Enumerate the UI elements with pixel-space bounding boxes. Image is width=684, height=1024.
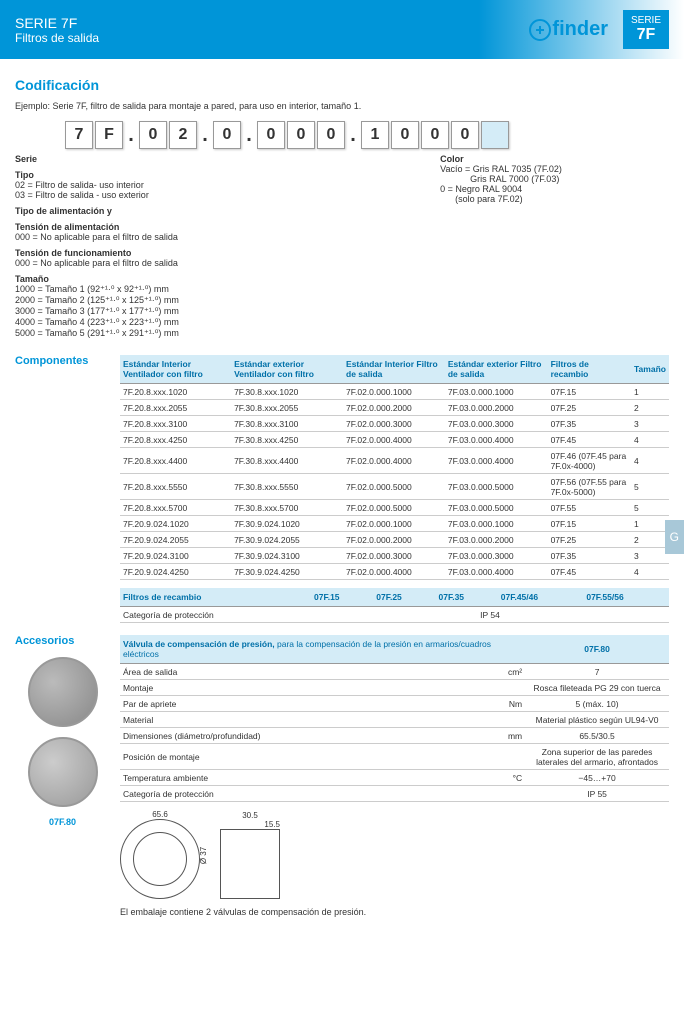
code-digit: 0 xyxy=(317,121,345,149)
acc-header: Válvula de compensación de presión, xyxy=(123,639,275,649)
legend-item: Tipo de alimentación y xyxy=(15,206,407,216)
table-header: Estándar exterior Ventilador con filtro xyxy=(231,355,343,384)
table-row: 7F.20.8.xxx.44007F.30.8.xxx.44007F.02.0.… xyxy=(120,448,669,474)
legend-item: Tipo02 = Filtro de salida- uso interior0… xyxy=(15,170,407,200)
code-boxes: 7F.02.0.000.1000 xyxy=(65,121,669,149)
accessories-footer: El embalaje contiene 2 válvulas de compe… xyxy=(120,907,669,917)
code-digit: 0 xyxy=(421,121,449,149)
codification-title: Codificación xyxy=(15,77,669,93)
acc-header-code: 07F.80 xyxy=(525,635,669,664)
code-digit xyxy=(481,121,509,149)
legend-item: Serie xyxy=(15,154,407,164)
series-badge: SERIE 7F xyxy=(623,10,669,49)
legend-color-title: Color xyxy=(440,154,669,164)
table-header: Estándar exterior Filtro de salida xyxy=(445,355,548,384)
table-row: Par de aprieteNm5 (máx. 10) xyxy=(120,696,669,712)
table-row: 7F.20.9.024.31007F.30.9.024.31007F.02.0.… xyxy=(120,548,669,564)
table-header: 07F.25 xyxy=(373,588,435,607)
table-row: MontajeRosca fileteada PG 29 con tuerca xyxy=(120,680,669,696)
legend-item: Tensión de alimentación000 = No aplicabl… xyxy=(15,222,407,242)
dimension-drawing: 65.6 30.5 15.5 Ø 37 xyxy=(120,810,669,899)
table-row: 7F.20.9.024.42507F.30.9.024.42507F.02.0.… xyxy=(120,564,669,580)
code-digit: 0 xyxy=(139,121,167,149)
code-digit: 1 xyxy=(361,121,389,149)
table-header: 07F.35 xyxy=(436,588,498,607)
table-row: 7F.20.8.xxx.20557F.30.8.xxx.20557F.02.0.… xyxy=(120,400,669,416)
legend-item: Tensión de funcionamiento000 = No aplica… xyxy=(15,248,407,268)
table-row: 7F.20.8.xxx.31007F.30.8.xxx.31007F.02.0.… xyxy=(120,416,669,432)
table-header: Filtros de recambio xyxy=(120,588,311,607)
table-row: 7F.20.8.xxx.42507F.30.8.xxx.42507F.02.0.… xyxy=(120,432,669,448)
table-row: 7F.20.9.024.10207F.30.9.024.10207F.02.0.… xyxy=(120,516,669,532)
logo-icon xyxy=(528,18,552,42)
table-row: Categoría de protecciónIP 55 xyxy=(120,786,669,802)
table-row: Posición de montajeZona superior de las … xyxy=(120,744,669,770)
table-row: Área de salidacm²7 xyxy=(120,664,669,680)
code-digit: . xyxy=(199,121,211,149)
table-row: Temperatura ambiente°C−45…+70 xyxy=(120,770,669,786)
code-digit: 0 xyxy=(213,121,241,149)
table-row: 7F.20.8.xxx.55507F.30.8.xxx.55507F.02.0.… xyxy=(120,474,669,500)
table-row: 7F.20.8.xxx.57007F.30.8.xxx.57007F.02.0.… xyxy=(120,500,669,516)
table-row: MaterialMaterial plástico según UL94-V0 xyxy=(120,712,669,728)
accessories-table: Válvula de compensación de presión, para… xyxy=(120,635,669,802)
table-header: 07F.55/56 xyxy=(583,588,669,607)
table-row: 7F.20.9.024.20557F.30.9.024.20557F.02.0.… xyxy=(120,532,669,548)
protection-table: Filtros de recambio07F.1507F.2507F.3507F… xyxy=(120,588,669,623)
codification-example: Ejemplo: Serie 7F, filtro de salida para… xyxy=(15,101,669,111)
table-header: Estándar Interior Ventilador con filtro xyxy=(120,355,231,384)
table-row: Dimensiones (diámetro/profundidad)mm65.5… xyxy=(120,728,669,744)
code-digit: F xyxy=(95,121,123,149)
table-header: Estándar Interior Filtro de salida xyxy=(343,355,445,384)
series-subtitle: Filtros de salida xyxy=(15,31,99,45)
valve-code-label: 07F.80 xyxy=(49,817,76,827)
valve-front-image xyxy=(28,657,98,727)
table-header: 07F.15 xyxy=(311,588,373,607)
code-digit: 0 xyxy=(391,121,419,149)
components-table: Estándar Interior Ventilador con filtroE… xyxy=(120,355,669,580)
code-digit: 0 xyxy=(451,121,479,149)
table-header: Tamaño xyxy=(631,355,669,384)
page-header: SERIE 7F Filtros de salida finder SERIE … xyxy=(0,0,684,59)
code-digit: . xyxy=(243,121,255,149)
brand-logo: finder xyxy=(528,18,608,42)
legend-item: Tamaño1000 = Tamaño 1 (92⁺¹·⁰ x 92⁺¹·⁰) … xyxy=(15,274,407,339)
side-tab-g: G xyxy=(665,520,684,554)
code-digit: 7 xyxy=(65,121,93,149)
code-digit: 0 xyxy=(257,121,285,149)
table-row: 7F.20.8.xxx.10207F.30.8.xxx.10207F.02.0.… xyxy=(120,384,669,400)
code-digit: . xyxy=(125,121,137,149)
table-header: Filtros de recambio xyxy=(548,355,631,384)
protection-value: IP 54 xyxy=(311,607,669,623)
series-title: SERIE 7F xyxy=(15,15,99,31)
code-digit: 0 xyxy=(287,121,315,149)
code-digit: . xyxy=(347,121,359,149)
components-title: Componentes xyxy=(15,355,110,623)
accessories-title: Accesorios xyxy=(15,635,110,647)
protection-label: Categoría de protección xyxy=(120,607,311,623)
table-header: 07F.45/46 xyxy=(498,588,584,607)
valve-back-image xyxy=(28,737,98,807)
legend: Serie Tipo02 = Filtro de salida- uso inte… xyxy=(15,154,669,345)
code-digit: 2 xyxy=(169,121,197,149)
